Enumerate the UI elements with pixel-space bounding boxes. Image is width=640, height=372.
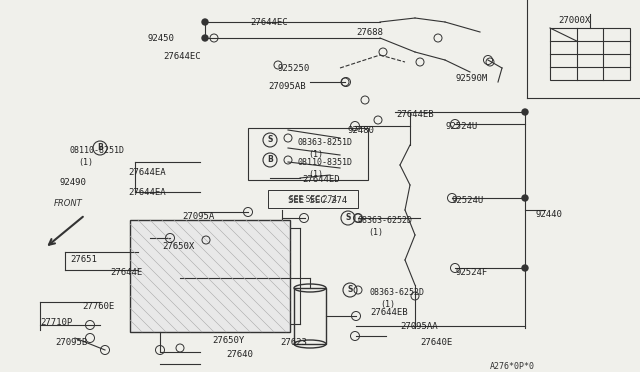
Text: 27640: 27640	[226, 350, 253, 359]
Circle shape	[202, 35, 208, 41]
Text: 92524F: 92524F	[456, 268, 488, 277]
Text: 92524U: 92524U	[445, 122, 477, 131]
Text: SEE SEC.274: SEE SEC.274	[289, 195, 337, 203]
Text: 08363-6252D: 08363-6252D	[370, 288, 425, 297]
Text: 27710P: 27710P	[40, 318, 72, 327]
Text: 27095AB: 27095AB	[268, 82, 306, 91]
Text: 08110-8351D: 08110-8351D	[298, 158, 353, 167]
Text: 92450: 92450	[148, 34, 175, 43]
Text: 27640E: 27640E	[420, 338, 452, 347]
Text: (1): (1)	[78, 158, 93, 167]
Text: 08363-6252D: 08363-6252D	[358, 216, 413, 225]
Text: FRONT: FRONT	[54, 199, 83, 208]
Text: SEE SEC.274: SEE SEC.274	[288, 196, 347, 205]
Text: 27644E: 27644E	[110, 268, 142, 277]
Text: S: S	[268, 135, 273, 144]
Text: 27644EB: 27644EB	[370, 308, 408, 317]
Text: B: B	[97, 144, 103, 153]
Text: 925250: 925250	[278, 64, 310, 73]
Text: S: S	[346, 214, 351, 222]
Text: 27688: 27688	[356, 28, 383, 37]
FancyBboxPatch shape	[268, 190, 358, 208]
Circle shape	[202, 19, 208, 25]
Text: 27644EC: 27644EC	[250, 18, 287, 27]
Circle shape	[522, 109, 528, 115]
Text: 08110-8251D: 08110-8251D	[70, 146, 125, 155]
Text: (1): (1)	[368, 228, 383, 237]
Text: (1): (1)	[380, 300, 395, 309]
Circle shape	[522, 195, 528, 201]
Text: 27650Y: 27650Y	[212, 336, 244, 345]
Text: (1): (1)	[308, 150, 323, 159]
Text: 27760E: 27760E	[82, 302, 115, 311]
Text: 27644EA: 27644EA	[128, 168, 166, 177]
Bar	[550, 28, 630, 80]
Bar	[248, 128, 368, 180]
Text: 27623: 27623	[280, 338, 307, 347]
Bar	[130, 220, 290, 332]
Text: 27095B: 27095B	[55, 338, 87, 347]
Text: S: S	[348, 285, 353, 295]
Text: 92590M: 92590M	[455, 74, 487, 83]
Text: 27644EB: 27644EB	[396, 110, 434, 119]
Text: 92490: 92490	[60, 178, 87, 187]
Bar	[294, 288, 326, 344]
Text: 27644EC: 27644EC	[163, 52, 200, 61]
Text: 92524U: 92524U	[452, 196, 484, 205]
Text: 27644EA: 27644EA	[128, 188, 166, 197]
Text: 27651: 27651	[70, 255, 97, 264]
Text: 27095A: 27095A	[182, 212, 214, 221]
Text: A276*0P*0: A276*0P*0	[490, 362, 535, 371]
Text: 92440: 92440	[536, 210, 563, 219]
Text: B: B	[267, 155, 273, 164]
Text: 92480: 92480	[348, 126, 375, 135]
Text: 08363-8251D: 08363-8251D	[298, 138, 353, 147]
Text: 27095AA: 27095AA	[400, 322, 438, 331]
Text: 27650X: 27650X	[162, 242, 195, 251]
Text: 27000X: 27000X	[558, 16, 590, 25]
Text: (1): (1)	[308, 170, 323, 179]
Circle shape	[522, 265, 528, 271]
Text: 27644ED: 27644ED	[302, 175, 340, 184]
